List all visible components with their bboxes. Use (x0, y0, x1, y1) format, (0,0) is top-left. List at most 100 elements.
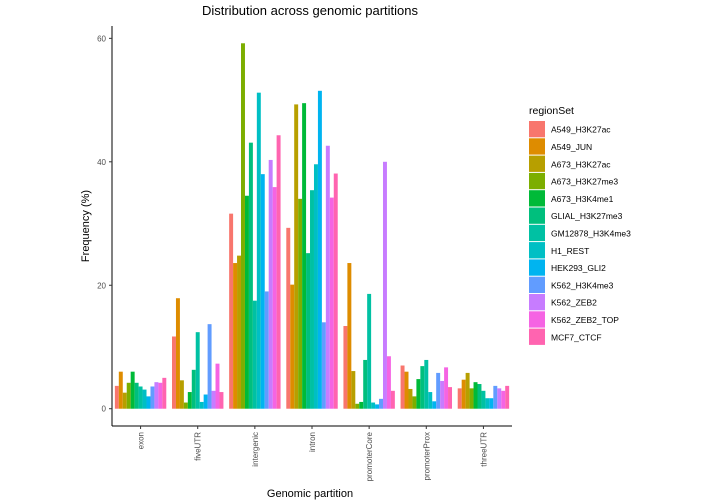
legend-key-a673-h3k27me3 (529, 172, 545, 190)
bar-fiveutr-k562-zeb2 (211, 390, 216, 409)
bar-promoterprox-a673-h3k27me3 (412, 396, 417, 409)
legend-key-h1-rest (529, 242, 545, 259)
bar-intron-a673-h3k27me3 (298, 198, 303, 409)
bar-fiveutr-k562-zeb2-top (215, 363, 220, 409)
bar-promoterprox-hek293-gli2 (432, 401, 437, 409)
bar-intron-a549-h3k27ac (286, 227, 291, 409)
bar-intergenic-k562-zeb2 (268, 159, 273, 409)
bar-intergenic-hek293-gli2 (260, 174, 265, 409)
y-ticks: 0 20 40 60 (97, 34, 112, 414)
x-tick-label-promotercore: promoterCore (365, 431, 374, 481)
legend-label-a549-h3k27ac: A549_H3K27ac (551, 125, 611, 135)
bar-promotercore-a549-jun (347, 263, 352, 409)
bar-exon-mcf7-ctcf (162, 377, 167, 409)
legend-key-a673-h3k4me1 (529, 190, 545, 207)
bar-intergenic-k562-zeb2-top (272, 187, 277, 409)
bar-promoterprox-gm12878-h3k4me3 (424, 359, 429, 409)
bar-intergenic-h1-rest (256, 92, 261, 409)
bar-intron-hek293-gli2 (317, 90, 322, 409)
x-tick-label-fiveutr: fiveUTR (194, 432, 203, 461)
y-tick-label: 0 (102, 405, 107, 414)
bar-promoterprox-k562-zeb2-top (444, 367, 449, 409)
bar-intergenic-glial-h3k27me3 (248, 142, 253, 409)
bar-promoterprox-a549-jun (404, 371, 409, 409)
bar-promotercore-hek293-gli2 (375, 404, 380, 409)
legend-label-gm12878-h3k4me3: GM12878_H3K4me3 (551, 228, 631, 238)
bar-promoterprox-mcf7-ctcf (448, 387, 452, 409)
legend-label-k562-zeb2-top: K562_ZEB2_TOP (551, 315, 619, 325)
bar-intron-a673-h3k4me1 (302, 103, 307, 409)
bar-threeutr-gm12878-h3k4me3 (481, 390, 486, 409)
bar-promotercore-glial-h3k27me3 (363, 359, 368, 409)
bar-intron-glial-h3k27me3 (306, 253, 311, 409)
legend-key-gm12878-h3k4me3 (529, 224, 545, 242)
bar-exon-a673-h3k27me3 (126, 382, 131, 409)
bar-promoterprox-h1-rest (428, 392, 433, 409)
bar-intergenic-a673-h3k27ac (237, 255, 242, 409)
bar-exon-hek293-gli2 (146, 396, 151, 409)
bar-exon-k562-zeb2 (154, 382, 159, 409)
bar-threeutr-mcf7-ctcf (505, 385, 510, 409)
bar-threeutr-a549-jun (461, 379, 466, 409)
bar-promotercore-h1-rest (371, 402, 376, 409)
bar-fiveutr-a549-h3k27ac (172, 336, 176, 409)
legend-key-a549-h3k27ac (529, 121, 545, 138)
legend-label-a549-jun: A549_JUN (551, 142, 592, 152)
bar-intron-a673-h3k27ac (294, 104, 299, 409)
legend-label-hek293-gli2: HEK293_GLI2 (551, 263, 606, 273)
bars-layer (114, 43, 510, 409)
bar-exon-h1-rest (142, 389, 147, 409)
bar-exon-a673-h3k4me1 (130, 371, 135, 409)
x-tick-label-intergenic: intergenic (251, 432, 260, 467)
bar-threeutr-k562-h3k4me3 (493, 385, 498, 409)
bar-threeutr-a673-h3k4me1 (473, 382, 478, 409)
bar-promotercore-a673-h3k27ac (351, 371, 356, 409)
y-tick-label: 60 (97, 34, 106, 43)
legend-label-a673-h3k4me1: A673_H3K4me1 (551, 194, 614, 204)
legend-key-k562-h3k4me3 (529, 276, 545, 293)
bar-threeutr-a673-h3k27me3 (469, 388, 474, 409)
bar-fiveutr-a673-h3k27me3 (183, 402, 188, 409)
bar-intron-a549-jun (290, 284, 295, 409)
x-tick-label-intron: intron (308, 432, 317, 452)
legend-key-a549-jun (529, 138, 545, 155)
x-tick-label-exon: exon (137, 432, 146, 449)
bar-fiveutr-a673-h3k27ac (179, 380, 184, 409)
bar-threeutr-glial-h3k27me3 (477, 384, 482, 409)
bar-exon-a549-h3k27ac (114, 385, 119, 409)
legend-key-mcf7-ctcf (529, 328, 545, 345)
y-tick-label: 20 (97, 281, 106, 290)
y-tick-label: 40 (97, 158, 106, 167)
bar-fiveutr-a549-jun (175, 298, 180, 409)
legend: regionSet A549_H3K27ac A549_JUN A673_H3K27… (529, 105, 631, 345)
bar-fiveutr-h1-rest (199, 401, 204, 409)
bar-exon-k562-zeb2-top (158, 382, 163, 409)
legend-label-mcf7-ctcf: MCF7_CTCF (551, 332, 602, 342)
bar-promotercore-k562-zeb2 (382, 161, 387, 409)
bar-intergenic-a673-h3k4me1 (244, 195, 249, 409)
bar-threeutr-a673-h3k27ac (465, 372, 470, 409)
bar-intron-k562-zeb2-top (329, 197, 334, 409)
bar-promotercore-a673-h3k4me1 (359, 401, 364, 409)
bar-promoterprox-a673-h3k4me1 (416, 379, 421, 409)
bar-intron-gm12878-h3k4me3 (310, 190, 314, 409)
bar-promotercore-k562-h3k4me3 (379, 398, 383, 409)
bar-intron-k562-h3k4me3 (321, 322, 326, 409)
y-axis-title: Frequency (%) (80, 190, 92, 262)
bar-threeutr-k562-zeb2-top (501, 390, 506, 409)
bar-exon-a549-jun (118, 371, 123, 409)
bar-intron-mcf7-ctcf (333, 173, 338, 409)
legend-label-k562-zeb2: K562_ZEB2 (551, 298, 597, 308)
chart-title: Distribution across genomic partitions (202, 3, 419, 18)
bar-promoterprox-k562-zeb2 (440, 380, 445, 409)
bar-intron-h1-rest (313, 164, 318, 409)
bar-promotercore-a549-h3k27ac (343, 326, 348, 409)
bar-exon-glial-h3k27me3 (134, 382, 139, 409)
legend-label-k562-h3k4me3: K562_H3K4me3 (551, 280, 614, 290)
bar-fiveutr-glial-h3k27me3 (191, 369, 196, 409)
bar-fiveutr-hek293-gli2 (203, 394, 208, 409)
legend-label-glial-h3k27me3: GLIAL_H3K27me3 (551, 211, 623, 221)
bar-fiveutr-a673-h3k4me1 (187, 392, 192, 409)
bar-fiveutr-k562-h3k4me3 (207, 324, 212, 409)
